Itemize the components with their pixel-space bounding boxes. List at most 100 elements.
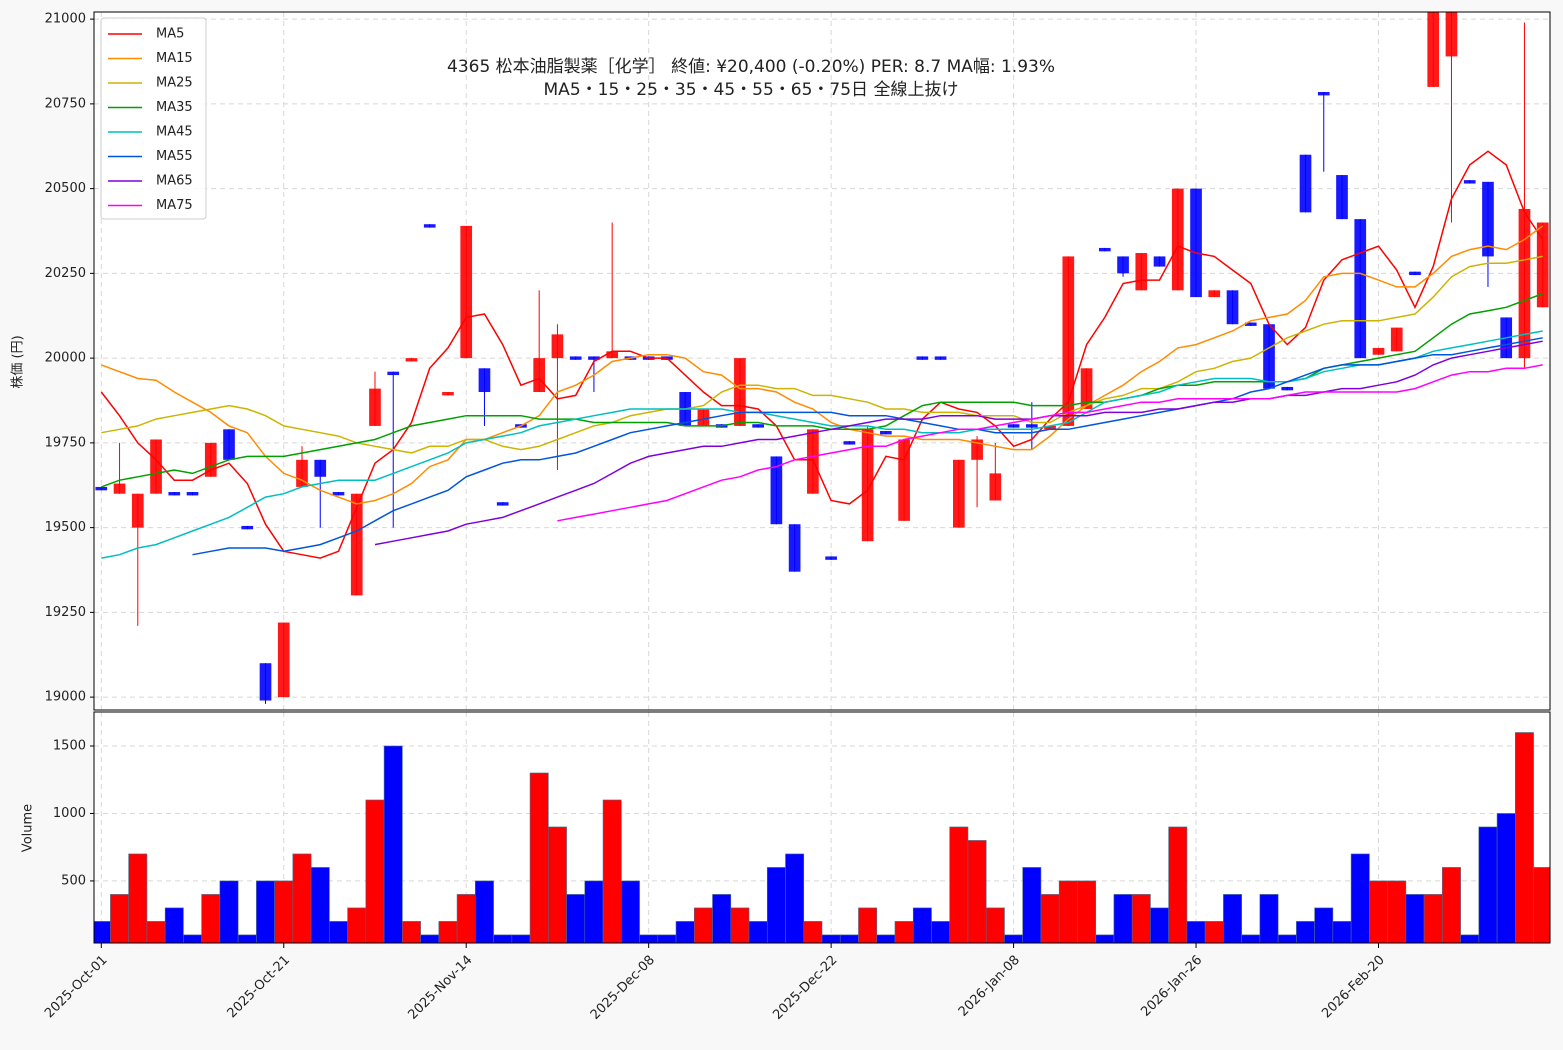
volume-bar [365, 799, 385, 943]
volume-bar [456, 894, 476, 943]
y-tick-label: 1500 [53, 739, 86, 754]
volume-bar [584, 880, 604, 943]
candle-body [1390, 327, 1403, 352]
candle-body [1336, 175, 1348, 220]
volume-bar [347, 907, 367, 943]
y-tick-label: 19250 [45, 605, 86, 620]
volume-bar [1241, 934, 1261, 943]
volume-bar [566, 894, 586, 943]
volume-bar [821, 934, 841, 943]
volume-bar [620, 880, 640, 943]
volume-bar [548, 826, 567, 943]
volume-bar [128, 853, 148, 943]
candle-body [478, 368, 491, 393]
volume-plot [94, 712, 1550, 943]
legend-label: MA65 [156, 174, 193, 189]
volume-bar [219, 880, 239, 943]
candle-body [442, 392, 454, 396]
candle-body [770, 456, 783, 525]
legend-label: MA45 [156, 125, 193, 140]
legend-label: MA55 [156, 149, 193, 164]
volume-bar [511, 934, 531, 943]
volume-bar [712, 894, 732, 943]
price-frame [93, 11, 1551, 711]
volume-bar [110, 894, 129, 943]
candle-body [606, 351, 619, 359]
legend-label: MA25 [156, 76, 193, 91]
candle-body [259, 663, 272, 701]
candle-body [788, 524, 801, 572]
volume-bar [237, 934, 257, 943]
candle-body [588, 356, 600, 360]
candle-body [898, 439, 910, 521]
volume-bar [1204, 921, 1224, 943]
candle-body [861, 429, 874, 542]
candle-body [1317, 92, 1330, 96]
x-tick-label: 2025-Dec-22 [770, 953, 840, 1023]
volume-bar [183, 934, 202, 943]
legend-label: MA15 [156, 51, 193, 66]
candle-body [168, 492, 181, 496]
candle-body [1117, 256, 1129, 274]
candle-body [204, 442, 217, 477]
volume-bar [1460, 934, 1480, 943]
volume-bar [256, 880, 275, 943]
candle-body [551, 334, 564, 359]
volume-bar [675, 921, 695, 943]
volume-bar [1131, 894, 1151, 943]
x-tick-label: 2025-Oct-01 [42, 953, 110, 1021]
volume-bar [1223, 894, 1242, 943]
ma-line [101, 225, 1544, 505]
volume-bar [383, 745, 403, 943]
y-tick-label: 1000 [53, 806, 86, 821]
volume-bar [1113, 894, 1133, 943]
legend-label: MA75 [156, 198, 193, 213]
candle-body [369, 388, 381, 426]
candle-body [496, 502, 509, 506]
candle-body [223, 429, 235, 460]
candle-body [186, 492, 199, 496]
volume-bar [748, 921, 768, 943]
candle-body [1098, 247, 1111, 252]
volume-bar [1369, 880, 1388, 943]
candle-body [1299, 154, 1312, 213]
candle-body [460, 225, 473, 359]
candle-body [1518, 208, 1531, 359]
candle-body [1171, 188, 1184, 291]
volume-bar [858, 907, 878, 943]
volume-bar [1186, 921, 1206, 943]
y-tick-label: 21000 [45, 12, 86, 27]
volume-bar [730, 907, 750, 943]
y-tick-label: 19000 [45, 690, 86, 705]
volume-bar [894, 921, 914, 943]
volume-bar [1515, 732, 1534, 943]
volume-bar [1095, 934, 1115, 943]
volume-bar [876, 934, 896, 943]
x-tick-label: 2026-Feb-20 [1319, 953, 1388, 1022]
legend-box [100, 17, 207, 220]
candle-body [697, 408, 710, 426]
x-tick-label: 2025-Nov-14 [405, 953, 475, 1023]
volume-bar [475, 880, 494, 943]
candle-body [277, 622, 290, 698]
volume-bar [1350, 853, 1370, 943]
volume-bar [967, 840, 987, 943]
candle-body [296, 459, 308, 487]
candle-body [953, 459, 965, 528]
volume-bar [1332, 921, 1352, 943]
x-tick-label: 2026-Jan-26 [1138, 953, 1205, 1020]
volume-bar [94, 921, 111, 943]
y-tick-label: 20250 [45, 266, 86, 281]
volume-bar [693, 907, 713, 943]
ma-line [374, 340, 1543, 546]
x-tick-label: 2025-Oct-21 [225, 953, 293, 1021]
candle-body [1536, 222, 1549, 308]
volume-bar [274, 880, 294, 943]
volume-bar [785, 853, 805, 943]
volume-bar [1423, 894, 1443, 943]
x-tick-label: 2026-Jan-08 [956, 953, 1023, 1020]
candle-body [825, 556, 837, 560]
candle-body [1080, 368, 1093, 409]
candle-body [241, 525, 254, 530]
volume-bar [766, 867, 786, 943]
